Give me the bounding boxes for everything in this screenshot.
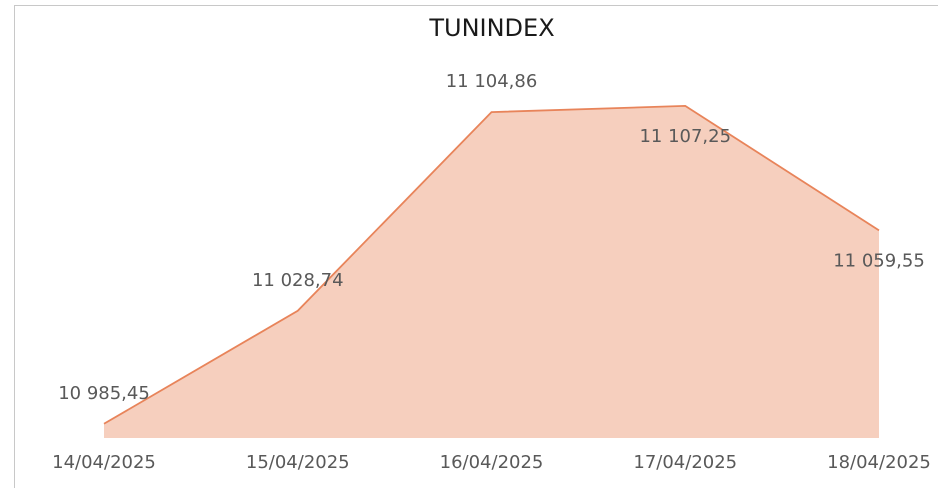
data-label: 11 059,55 xyxy=(833,250,925,271)
area-fill xyxy=(104,105,879,438)
data-label: 11 028,74 xyxy=(252,270,344,291)
data-label: 11 107,25 xyxy=(639,126,731,147)
x-tick-label: 14/04/2025 xyxy=(52,452,156,473)
x-tick-label: 16/04/2025 xyxy=(440,452,544,473)
x-tick-label: 17/04/2025 xyxy=(633,452,737,473)
x-tick-label: 15/04/2025 xyxy=(246,452,350,473)
chart-border xyxy=(14,5,938,488)
data-label: 11 104,86 xyxy=(446,71,538,92)
chart-title: TUNINDEX xyxy=(428,14,554,42)
data-label: 10 985,45 xyxy=(58,383,150,404)
area-line xyxy=(103,104,880,425)
x-tick-label: 18/04/2025 xyxy=(827,452,931,473)
